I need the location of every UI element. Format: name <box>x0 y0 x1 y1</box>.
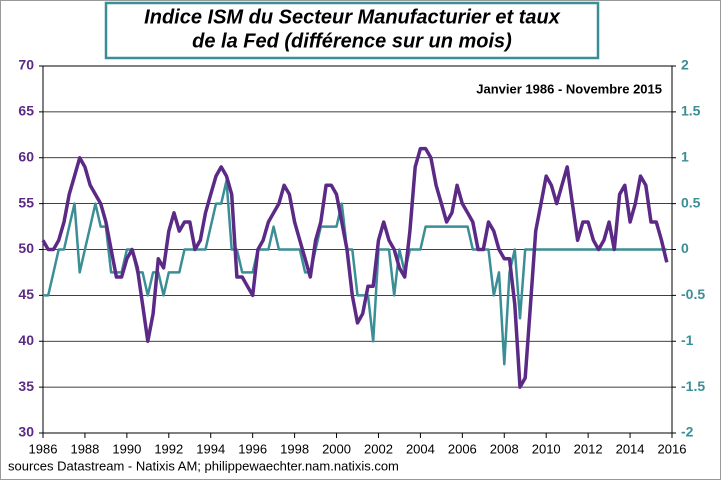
source: sources Datastream - Natixis AM; philipp… <box>8 458 399 473</box>
series-line <box>43 179 667 366</box>
plot-area <box>42 65 673 434</box>
y-tick-label: 40 <box>18 332 34 348</box>
y2-tick-label: 0 <box>681 240 689 256</box>
y2-tick-label: -2 <box>681 424 694 440</box>
x-tick-label: 1994 <box>196 441 225 456</box>
y2-tick-label: 1.5 <box>681 103 701 119</box>
series-line <box>41 146 669 389</box>
title-box <box>104 1 600 60</box>
x-tick-label: 1998 <box>280 441 309 456</box>
chart-title: Indice ISM du Secteur Manufacturier et t… <box>144 6 561 28</box>
x-tick-label: 2010 <box>532 441 561 456</box>
x-tick-label: 2004 <box>406 441 435 456</box>
y2-tick-label: 2 <box>681 57 689 73</box>
x-tick-label: 1992 <box>154 441 183 456</box>
x-tick-label: 2008 <box>490 441 519 456</box>
y-tick-label: 30 <box>18 424 34 440</box>
y-tick-label: 70 <box>18 57 34 73</box>
y-tick-label: 65 <box>18 103 34 119</box>
y-tick-label: 60 <box>18 148 34 164</box>
x-tick-label: 2014 <box>616 441 645 456</box>
x-tick-label: 1988 <box>70 441 99 456</box>
x-tick-label: 1996 <box>238 441 267 456</box>
y-tick-label: 35 <box>18 378 34 394</box>
y-tick-label: 45 <box>18 286 34 302</box>
y2-tick-label: 1 <box>681 148 689 164</box>
x-tick-label: 2000 <box>322 441 351 456</box>
x-tick-label: 2002 <box>364 441 393 456</box>
chart-subtitle: de la Fed (différence sur un mois) <box>192 30 512 52</box>
y-tick-label: 50 <box>18 240 34 256</box>
y2-tick-label: -1.5 <box>681 378 705 394</box>
annotation: Janvier 1986 - Novembre 2015 <box>476 81 662 96</box>
x-tick-label: 2012 <box>574 441 603 456</box>
y2-tick-label: -1 <box>681 332 694 348</box>
x-tick-label: 2016 <box>658 441 687 456</box>
y2-tick-label: 0.5 <box>681 194 701 210</box>
y-tick-label: 55 <box>18 194 34 210</box>
y2-tick-label: -0.5 <box>681 286 705 302</box>
x-tick-label: 1986 <box>29 441 58 456</box>
x-tick-label: 2006 <box>448 441 477 456</box>
x-tick-label: 1990 <box>112 441 141 456</box>
